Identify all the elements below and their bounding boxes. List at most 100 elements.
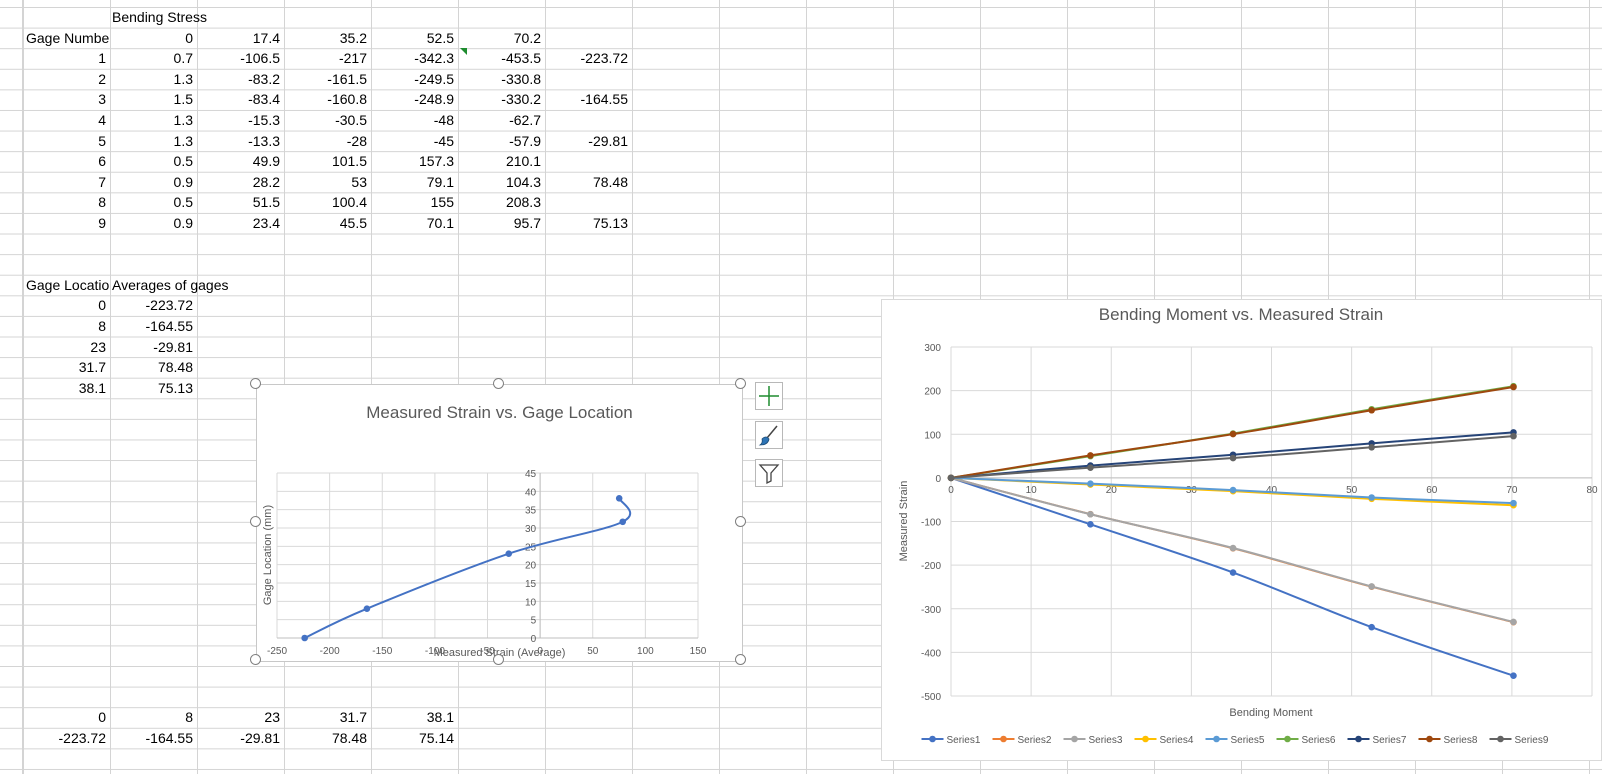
strain-value-cell[interactable]: -83.2	[248, 70, 280, 87]
resize-handle[interactable]	[492, 378, 504, 389]
gage-number-cell[interactable]: 9	[98, 215, 106, 231]
strain-value-cell[interactable]: 79.1	[426, 173, 454, 190]
strain-value-cell[interactable]: -453.5	[501, 50, 541, 67]
strain-value-cell[interactable]: 100.4	[331, 194, 367, 211]
strain-value-cell[interactable]: -217	[338, 50, 367, 67]
gage-number-cell[interactable]: 3	[98, 91, 106, 108]
sheet-title-cell[interactable]: Bending Stress	[112, 9, 207, 25]
gage-average-cell[interactable]: 75.13	[157, 379, 193, 396]
strain-value-cell[interactable]: 28.2	[252, 173, 280, 190]
strain-value-cell[interactable]: 208.3	[505, 194, 541, 211]
resize-handle[interactable]	[250, 654, 261, 665]
resize-handle[interactable]	[735, 654, 746, 665]
strain-value-cell[interactable]: -15.3	[248, 112, 280, 128]
location-row-cell[interactable]: 23	[264, 709, 280, 726]
average-value-cell[interactable]: 78.48	[592, 173, 628, 190]
strain-value-cell[interactable]: 49.9	[252, 153, 280, 170]
gage-number-cell[interactable]: 2	[98, 70, 106, 87]
gage-average-cell[interactable]: -223.72	[145, 297, 193, 314]
gage-number-cell[interactable]: 8	[98, 194, 106, 211]
average-value-cell[interactable]: -223.72	[580, 50, 628, 67]
moment-header-cell[interactable]: 0	[185, 29, 193, 46]
chart-filters-button[interactable]	[755, 459, 783, 487]
gage-number-cell[interactable]: 4	[98, 112, 106, 128]
strain-value-cell[interactable]: -30.5	[335, 112, 367, 128]
strain-value-cell[interactable]: 1.5	[173, 91, 193, 108]
strain-value-cell[interactable]: 53	[351, 173, 367, 190]
average-row-cell[interactable]: 75.14	[418, 730, 454, 746]
strain-value-cell[interactable]: 45.5	[339, 215, 367, 231]
strain-value-cell[interactable]: -342.3	[414, 50, 454, 67]
average-row-cell[interactable]: -164.55	[145, 730, 193, 746]
resize-handle[interactable]	[250, 378, 261, 389]
resize-handle[interactable]	[735, 378, 746, 389]
strain-value-cell[interactable]: 1.3	[173, 112, 193, 128]
strain-value-cell[interactable]: -330.8	[501, 70, 541, 87]
average-value-cell[interactable]: -29.81	[588, 132, 628, 149]
moment-header-cell[interactable]: 17.4	[252, 29, 280, 46]
chart-styles-button[interactable]	[755, 421, 783, 449]
strain-value-cell[interactable]: -62.7	[509, 112, 541, 128]
strain-value-cell[interactable]: 210.1	[505, 153, 541, 170]
strain-value-cell[interactable]: 95.7	[513, 215, 541, 231]
strain-value-cell[interactable]: -57.9	[509, 132, 541, 149]
moment-header-cell[interactable]: 70.2	[513, 29, 541, 46]
strain-value-cell[interactable]: 104.3	[505, 173, 541, 190]
gage-average-cell[interactable]: -164.55	[145, 318, 193, 334]
strain-value-cell[interactable]: -160.8	[327, 91, 367, 108]
moment-header-cell[interactable]: 35.2	[339, 29, 367, 46]
moment-vs-strain-chart[interactable]: Bending Moment vs. Measured Strain 0 10 20 3…	[881, 299, 1602, 761]
strain-value-cell[interactable]: -249.5	[414, 70, 454, 87]
resize-handle[interactable]	[492, 654, 504, 665]
strain-value-cell[interactable]: 70.1	[426, 215, 454, 231]
location-row-cell[interactable]: 31.7	[339, 709, 367, 726]
chart-elements-button[interactable]	[755, 382, 783, 410]
gage-number-cell[interactable]: 5	[98, 132, 106, 149]
strain-value-cell[interactable]: 0.7	[173, 50, 193, 67]
gage-location-header-cell[interactable]: Gage Locatio	[26, 276, 110, 293]
gage-number-cell[interactable]: 1	[98, 50, 106, 67]
gage-location-cell[interactable]: 8	[98, 318, 106, 334]
strain-value-cell[interactable]: 155	[430, 194, 454, 211]
gage-number-cell[interactable]: 7	[98, 173, 106, 190]
gage-location-cell[interactable]: 31.7	[78, 359, 106, 376]
strain-value-cell[interactable]: -161.5	[327, 70, 367, 87]
gage-average-cell[interactable]: 78.48	[157, 359, 193, 376]
strain-value-cell[interactable]: 1.3	[173, 70, 193, 87]
strain-value-cell[interactable]: 23.4	[252, 215, 280, 231]
gage-location-cell[interactable]: 0	[98, 297, 106, 314]
strain-value-cell[interactable]: 157.3	[418, 153, 454, 170]
gage-location-cell[interactable]: 38.1	[78, 379, 106, 396]
gage-average-cell[interactable]: -29.81	[153, 338, 193, 355]
strain-value-cell[interactable]: -330.2	[501, 91, 541, 108]
strain-value-cell[interactable]: -48	[433, 112, 454, 128]
strain-value-cell[interactable]: 0.5	[173, 194, 193, 211]
gage-number-cell[interactable]: 6	[98, 153, 106, 170]
average-value-cell[interactable]: 75.13	[592, 215, 628, 231]
moment-header-cell[interactable]: 52.5	[426, 29, 454, 46]
strain-value-cell[interactable]: 0.9	[173, 215, 193, 231]
strain-value-cell[interactable]: -83.4	[248, 91, 280, 108]
location-row-cell[interactable]: 38.1	[426, 709, 454, 726]
strain-value-cell[interactable]: 0.9	[173, 173, 193, 190]
location-row-cell[interactable]: 8	[185, 709, 193, 726]
strain-vs-location-chart[interactable]: Measured Strain vs. Gage Location -250 -20…	[256, 384, 743, 662]
strain-value-cell[interactable]: -13.3	[248, 132, 280, 149]
average-row-cell[interactable]: 78.48	[331, 730, 367, 746]
gage-number-header-cell[interactable]: Gage Numbe	[26, 29, 110, 46]
average-row-cell[interactable]: -29.81	[240, 730, 280, 746]
strain-value-cell[interactable]: 1.3	[173, 132, 193, 149]
location-row-cell[interactable]: 0	[98, 709, 106, 726]
strain-value-cell[interactable]: 101.5	[331, 153, 367, 170]
strain-value-cell[interactable]: -106.5	[240, 50, 280, 67]
strain-value-cell[interactable]: -28	[346, 132, 367, 149]
average-value-cell[interactable]: -164.55	[580, 91, 628, 108]
average-row-cell[interactable]: -223.72	[58, 730, 106, 746]
strain-value-cell[interactable]: -45	[433, 132, 454, 149]
strain-value-cell[interactable]: -248.9	[414, 91, 454, 108]
gage-location-cell[interactable]: 23	[90, 338, 106, 355]
strain-value-cell[interactable]: 0.5	[173, 153, 193, 170]
resize-handle[interactable]	[735, 516, 746, 527]
strain-value-cell[interactable]: 51.5	[252, 194, 280, 211]
averages-header-cell[interactable]: Averages of gages	[112, 276, 229, 293]
